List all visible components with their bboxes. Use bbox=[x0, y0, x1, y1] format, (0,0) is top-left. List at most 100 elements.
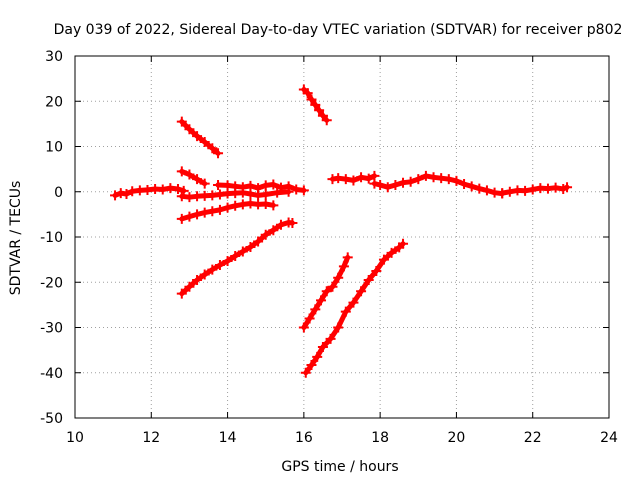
data-series bbox=[298, 84, 332, 126]
data-point bbox=[192, 174, 203, 185]
data-point bbox=[260, 189, 271, 200]
data-point bbox=[459, 179, 470, 190]
data-point bbox=[390, 179, 401, 190]
data-point bbox=[378, 254, 389, 265]
data-point bbox=[275, 219, 286, 230]
data-point bbox=[184, 281, 195, 292]
data-point bbox=[333, 322, 344, 333]
data-point bbox=[184, 169, 195, 180]
data-point bbox=[237, 182, 248, 193]
data-point bbox=[316, 295, 327, 306]
series-track bbox=[303, 241, 406, 376]
y-tick-label: -40 bbox=[40, 366, 63, 382]
axis-ticks: 10 12 14 16 18 20 22 24 -50 -40 -30 -20 -10 0 10 20 30 bbox=[40, 49, 618, 446]
data-point bbox=[310, 304, 321, 315]
data-point bbox=[268, 200, 279, 211]
data-point bbox=[199, 207, 210, 218]
data-series bbox=[497, 182, 573, 199]
data-point bbox=[192, 209, 203, 220]
data-point bbox=[207, 206, 218, 217]
data-point bbox=[222, 202, 233, 213]
y-tick-label: -30 bbox=[40, 321, 63, 337]
data-point bbox=[304, 313, 315, 324]
data-point bbox=[199, 136, 210, 147]
data-point bbox=[302, 88, 313, 99]
data-point bbox=[245, 241, 256, 252]
data-series bbox=[176, 116, 224, 159]
x-tick-label: 24 bbox=[600, 430, 618, 446]
y-tick-label: 0 bbox=[54, 185, 63, 201]
grid bbox=[75, 56, 609, 418]
data-point bbox=[176, 116, 187, 127]
data-point bbox=[386, 247, 397, 258]
data-series bbox=[300, 238, 409, 378]
x-tick-label: 22 bbox=[524, 430, 542, 446]
x-tick-label: 16 bbox=[295, 430, 313, 446]
data-point bbox=[110, 190, 121, 201]
data-point bbox=[230, 251, 241, 262]
data-point bbox=[184, 124, 195, 135]
data-series bbox=[327, 170, 380, 186]
data-series bbox=[176, 186, 294, 203]
data-series bbox=[110, 183, 189, 201]
data-point bbox=[121, 189, 132, 200]
data-point bbox=[199, 178, 210, 189]
x-axis-label: GPS time / hours bbox=[281, 459, 398, 475]
data-point bbox=[443, 174, 454, 185]
data-point bbox=[260, 198, 271, 209]
data-point bbox=[298, 185, 309, 196]
data-point bbox=[222, 255, 233, 266]
data-point bbox=[363, 173, 374, 184]
data-point bbox=[321, 115, 332, 126]
data-point bbox=[398, 238, 409, 249]
data-point bbox=[356, 286, 367, 297]
series-track bbox=[179, 220, 295, 297]
data-point bbox=[260, 229, 271, 240]
data-point bbox=[550, 182, 561, 193]
data-point bbox=[375, 179, 386, 190]
data-point bbox=[176, 213, 187, 224]
data-point bbox=[371, 265, 382, 276]
data-point bbox=[253, 183, 264, 194]
y-tick-label: -50 bbox=[40, 411, 63, 427]
data-point bbox=[327, 281, 338, 292]
data-series bbox=[369, 170, 508, 199]
data-point bbox=[306, 94, 317, 105]
data-point bbox=[333, 272, 344, 283]
data-series bbox=[176, 198, 279, 224]
data-point bbox=[207, 143, 218, 154]
data-point bbox=[321, 286, 332, 297]
data-point bbox=[342, 252, 353, 263]
data-series bbox=[176, 166, 210, 189]
data-point bbox=[213, 179, 224, 190]
data-point bbox=[340, 306, 351, 317]
x-tick-label: 20 bbox=[448, 430, 466, 446]
plot-data bbox=[110, 84, 573, 378]
data-point bbox=[172, 184, 183, 195]
y-tick-label: -10 bbox=[40, 230, 63, 246]
data-point bbox=[192, 274, 203, 285]
data-point bbox=[520, 185, 531, 196]
data-point bbox=[348, 175, 359, 186]
data-point bbox=[176, 166, 187, 177]
data-point bbox=[420, 170, 431, 181]
data-point bbox=[413, 174, 424, 185]
data-point bbox=[466, 181, 477, 192]
y-tick-label: 20 bbox=[45, 94, 63, 110]
y-axis-label: SDTVAR / TECUs bbox=[8, 181, 24, 296]
x-tick-label: 14 bbox=[219, 430, 237, 446]
data-point bbox=[363, 274, 374, 285]
x-tick-label: 12 bbox=[142, 430, 160, 446]
y-tick-label: -20 bbox=[40, 275, 63, 291]
data-point bbox=[474, 183, 485, 194]
data-point bbox=[199, 269, 210, 280]
data-point bbox=[253, 236, 264, 247]
data-point bbox=[214, 260, 225, 271]
x-tick-label: 10 bbox=[66, 430, 84, 446]
data-point bbox=[382, 182, 393, 193]
data-point bbox=[562, 182, 573, 193]
data-point bbox=[338, 261, 349, 272]
data-point bbox=[306, 360, 317, 371]
data-point bbox=[287, 217, 298, 228]
data-point bbox=[213, 148, 224, 159]
